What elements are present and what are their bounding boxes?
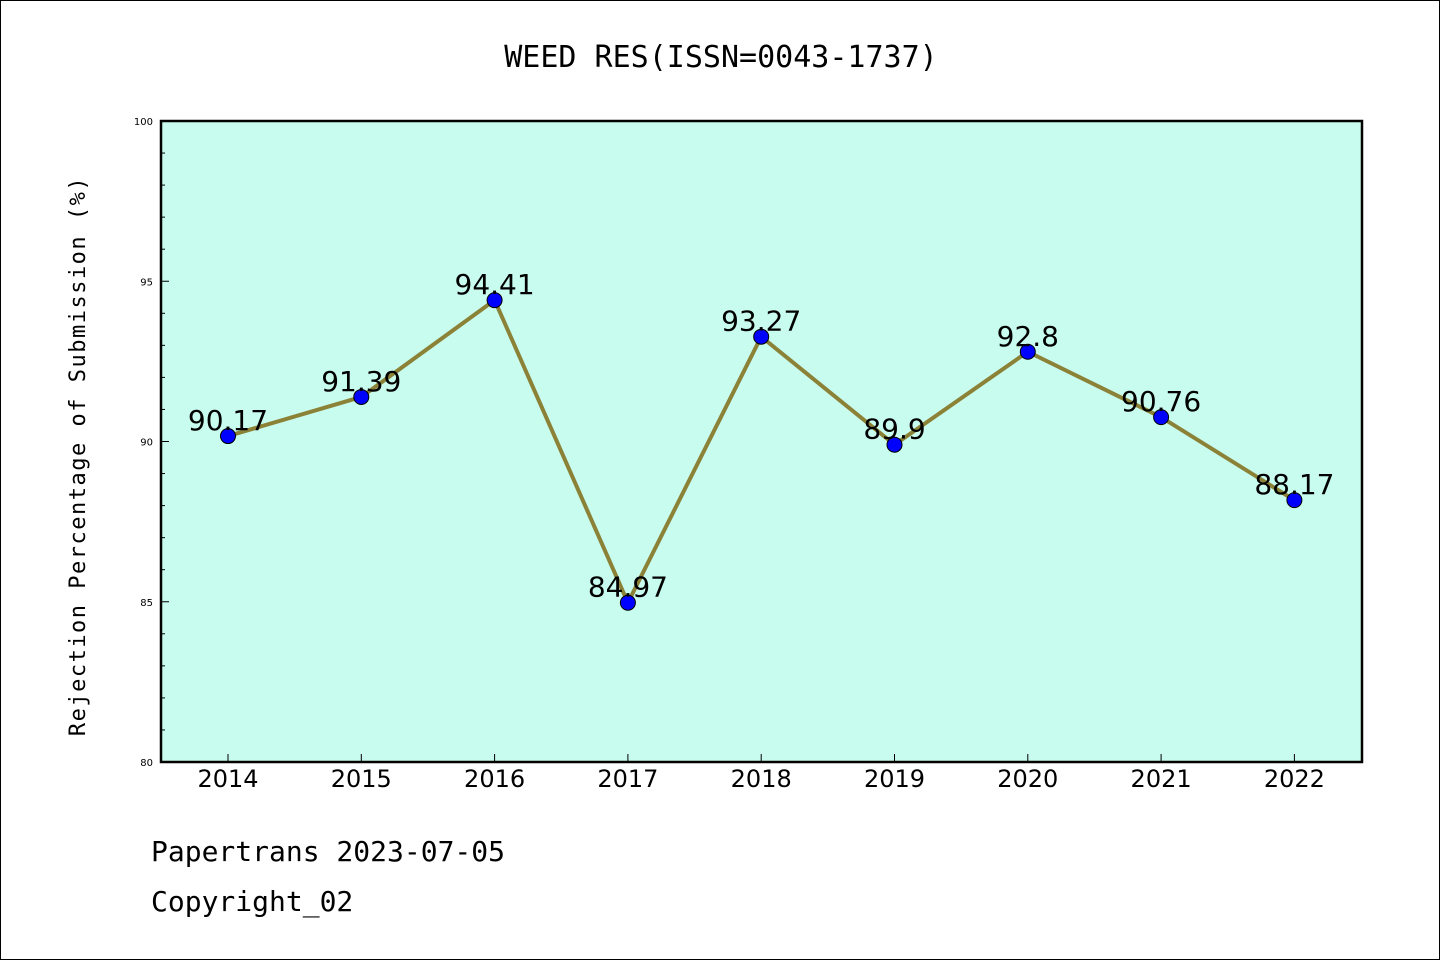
x-tick-label: 2017 (597, 765, 658, 793)
footer-date: Papertrans 2023-07-05 (151, 835, 506, 868)
chart-title: WEED RES(ISSN=0043-1737) (504, 40, 937, 75)
data-point-marker (220, 428, 236, 445)
plot-area (159, 119, 1364, 764)
data-point-marker (886, 436, 903, 453)
y-tick-label: 95 (140, 277, 153, 288)
data-label: 89.9 (863, 413, 925, 446)
y-tick-label: 90 (140, 438, 153, 449)
x-tick-label: 2014 (197, 765, 258, 793)
x-tick-label: 2015 (331, 765, 392, 793)
data-label: 84.97 (588, 571, 668, 604)
data-label: 90.76 (1121, 385, 1201, 418)
data-label: 88.17 (1254, 468, 1334, 501)
x-tick-label: 2021 (1131, 765, 1192, 793)
footer-copyright: Copyright_02 (151, 885, 354, 918)
data-label: 94.41 (455, 268, 535, 301)
data-point-marker (619, 594, 636, 611)
marker-group (220, 292, 1303, 611)
axis-ticks: 80 85 90 95 100 2014 2015 2016 2017 2018 2019 2020 2… (134, 117, 1325, 793)
data-label: 91.39 (321, 365, 401, 398)
x-tick-label: 2020 (997, 765, 1058, 793)
data-point-marker (353, 388, 370, 405)
x-tick-label: 2016 (464, 765, 525, 793)
data-point-marker (1286, 492, 1303, 509)
data-label: 92.8 (997, 320, 1059, 353)
data-point-marker (753, 328, 770, 345)
x-tick-label: 2019 (864, 765, 925, 793)
x-tick-label: 2022 (1264, 765, 1325, 793)
data-point-marker (486, 292, 503, 309)
y-tick-label: 85 (140, 598, 153, 609)
data-label-group: 90.17 91.39 94.41 84.97 93.27 89.9 92.8 90.76 88… (188, 268, 1335, 604)
data-label: 90.17 (188, 404, 268, 437)
data-label: 93.27 (721, 305, 801, 338)
y-tick-label: 100 (134, 117, 153, 128)
x-tick-label: 2018 (731, 765, 792, 793)
data-point-marker (1019, 343, 1036, 360)
data-point-marker (1153, 409, 1170, 426)
y-tick-label: 80 (140, 758, 153, 769)
y-axis-label: Rejection Percentage of Submission (%) (66, 176, 91, 736)
